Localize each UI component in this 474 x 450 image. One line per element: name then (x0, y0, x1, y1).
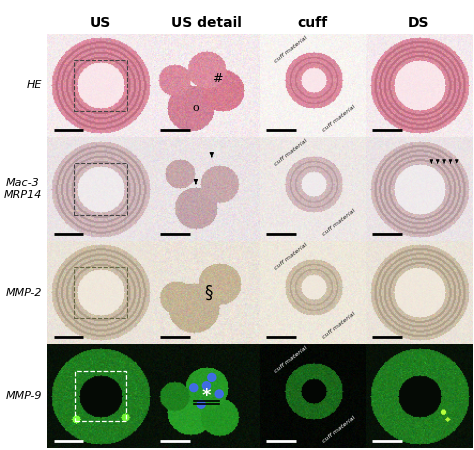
Circle shape (190, 384, 198, 392)
Text: US: US (90, 16, 111, 30)
Text: cuff material: cuff material (322, 311, 356, 340)
Circle shape (197, 400, 205, 408)
Text: cuff material: cuff material (322, 208, 356, 237)
Text: US detail: US detail (171, 16, 242, 30)
Bar (74, 266, 127, 319)
Text: cuff material: cuff material (274, 139, 309, 167)
Bar (75, 371, 126, 421)
Text: cuff material: cuff material (322, 415, 356, 444)
Text: Mac-3
MRP14: Mac-3 MRP14 (3, 178, 42, 200)
Text: MMP-2: MMP-2 (5, 288, 42, 297)
Text: #: # (212, 72, 222, 85)
Circle shape (208, 374, 216, 381)
Bar (74, 163, 127, 215)
Text: HE: HE (27, 81, 42, 90)
Bar (74, 59, 127, 112)
Text: o: o (192, 103, 199, 113)
Text: cuff material: cuff material (274, 35, 309, 63)
Circle shape (202, 382, 210, 390)
Text: cuff material: cuff material (274, 242, 309, 270)
Text: cuff: cuff (298, 16, 328, 30)
Text: cuff material: cuff material (274, 346, 309, 374)
Circle shape (215, 390, 223, 398)
Text: §: § (204, 284, 213, 302)
Text: cuff material: cuff material (322, 104, 356, 133)
Text: *: * (202, 387, 211, 405)
Text: DS: DS (408, 16, 429, 30)
Text: MMP-9: MMP-9 (5, 391, 42, 401)
